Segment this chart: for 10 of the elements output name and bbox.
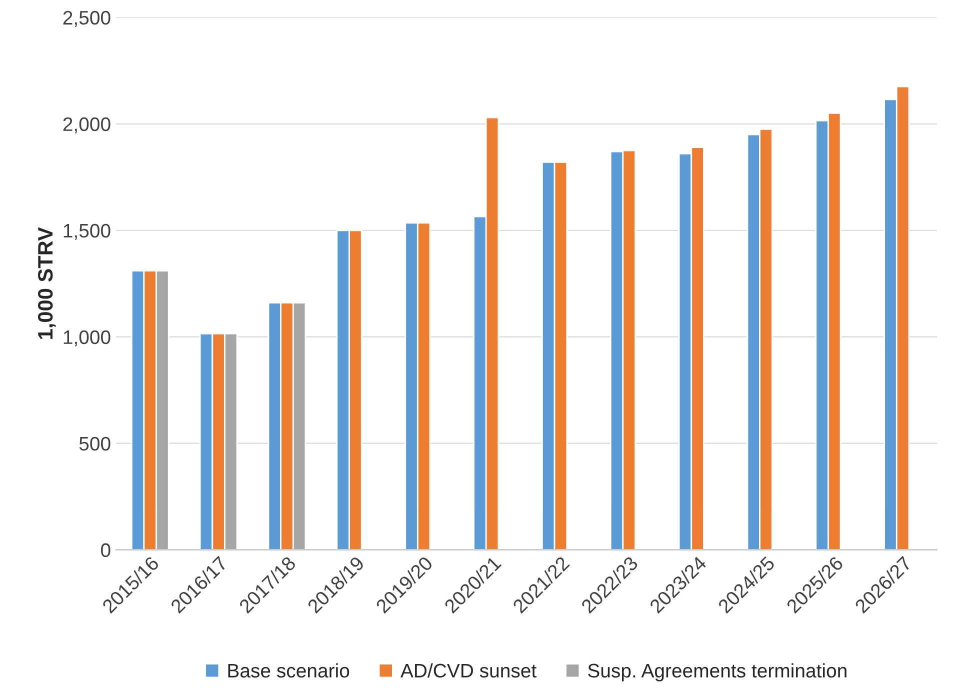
y-tick-label: 2,000 [63, 117, 110, 134]
legend-label: AD/CVD sunset [400, 663, 536, 678]
y-tick-label: 2,500 [63, 10, 110, 27]
y-tick-label: 500 [79, 436, 110, 451]
y-tick-label: 1,500 [64, 224, 110, 240]
legend-label: Susp. Agreements termination [588, 663, 846, 682]
legend-label: Base scenario [228, 663, 350, 678]
y-tick-label: 0 [101, 543, 110, 558]
y-tick-label: 1,000 [64, 330, 110, 346]
y-axis-title: 1,000 STRV [38, 227, 56, 339]
